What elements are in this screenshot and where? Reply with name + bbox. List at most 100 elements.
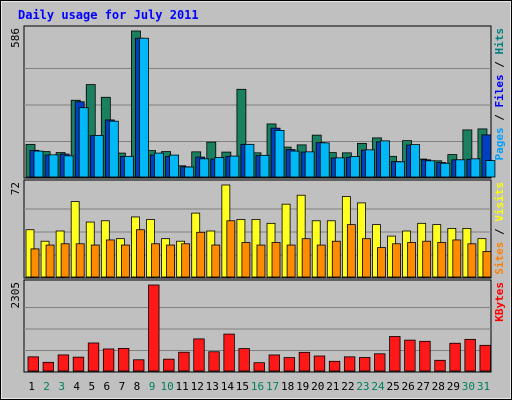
middle-bar-sites-29 [452,239,462,278]
x-day-label-26: 26 [402,380,415,393]
bottom-bar-kbytes-5 [87,342,100,372]
bottom-panel: 2305 KBytes [9,279,506,373]
top-bar-pages-30 [470,158,481,178]
x-day-label-4: 4 [73,380,80,393]
top-bar-pages-3 [63,155,74,178]
top-bar-pages-20 [319,142,330,178]
x-day-label-19: 19 [296,380,309,393]
top-legend-separator: / [493,55,506,75]
top-legend-pages: Pages [493,127,506,160]
top-bar-pages-26 [410,144,421,178]
x-day-label-5: 5 [88,380,95,393]
top-bar-pages-13 [214,157,225,178]
middle-bar-sites-16 [256,244,266,278]
bottom-bar-kbytes-24 [374,353,386,372]
middle-bar-visits-19 [296,194,306,278]
middle-bar-sites-24 [377,247,386,278]
bottom-bar-kbytes-31 [479,344,491,372]
bottom-bar-kbytes-1 [27,356,39,372]
middle-bar-sites-7 [120,244,130,278]
top-bar-pages-6 [108,120,119,178]
x-day-label-8: 8 [134,380,141,393]
bottom-bar-kbytes-30 [464,338,476,372]
top-bar-pages-10 [169,154,179,178]
bottom-bar-kbytes-12 [193,338,205,372]
x-day-label-15: 15 [236,380,249,393]
x-day-label-25: 25 [386,380,399,393]
middle-bar-sites-4 [75,243,85,278]
bottom-bar-kbytes-28 [434,359,446,372]
bottom-bar-kbytes-18 [283,357,296,372]
top-bar-pages-16 [259,154,270,178]
bottom-bar-kbytes-26 [404,339,416,372]
x-day-label-11: 11 [176,380,189,393]
middle-legend-sites: Sites [493,242,506,275]
middle-bar-sites-18 [286,244,296,278]
bottom-bar-kbytes-23 [359,357,371,372]
bottom-bar-kbytes-6 [102,348,115,372]
middle-bar-sites-23 [362,238,371,278]
top-bar-pages-11 [184,166,195,178]
middle-bar-sites-11 [181,243,191,278]
middle-bar-sites-10 [166,244,175,278]
bottom-bar-kbytes-7 [117,347,130,372]
middle-bar-sites-26 [407,242,417,278]
top-bar-pages-21 [334,157,345,178]
middle-bar-sites-28 [437,242,447,278]
middle-bar-sites-13 [211,244,221,278]
middle-bar-sites-2 [45,244,55,278]
top-bar-pages-4 [78,107,89,178]
top-bar-pages-27 [425,160,436,178]
bottom-bar-kbytes-3 [57,354,70,372]
middle-bar-sites-12 [196,231,206,278]
bottom-bar-kbytes-27 [419,340,431,372]
middle-bar-sites-1 [30,248,40,278]
x-day-label-2: 2 [43,380,50,393]
bottom-bar-kbytes-9 [148,284,160,372]
x-day-label-9: 9 [149,380,156,393]
middle-panel: 72 Sites / Visits [9,179,506,279]
x-day-label-17: 17 [266,380,279,393]
top-bar-pages-15 [244,143,255,178]
x-day-label-29: 29 [447,380,460,393]
top-bar-pages-31 [485,160,496,178]
top-bar-pages-22 [349,156,360,178]
middle-bar-sites-15 [241,242,251,278]
middle-legend-separator: / [493,222,506,242]
middle-bar-sites-27 [422,240,432,278]
top-bar-pages-12 [199,158,210,178]
top-legend-hits: Hits [493,28,506,55]
middle-bar-sites-25 [392,243,401,278]
middle-bar-sites-30 [467,243,477,278]
bottom-bar-kbytes-13 [208,351,220,372]
x-day-label-1: 1 [28,380,35,393]
top-bar-pages-17 [274,130,285,178]
x-day-label-6: 6 [104,380,111,393]
x-day-label-10: 10 [160,380,173,393]
middle-bar-visits-18 [281,203,291,278]
middle-bar-sites-21 [331,240,341,278]
top-bar-pages-18 [289,150,300,178]
x-day-label-7: 7 [119,380,126,393]
top-legend: Pages / Files / Hits [493,28,506,161]
x-day-label-18: 18 [281,380,294,393]
x-day-label-3: 3 [58,380,65,393]
x-day-label-14: 14 [221,380,235,393]
top-bar-pages-2 [48,154,59,178]
bottom-legend-kbytes: KBytes [493,282,506,322]
x-day-label-22: 22 [341,380,354,393]
top-bar-pages-9 [154,152,164,178]
x-day-label-28: 28 [432,380,445,393]
x-day-label-13: 13 [206,380,219,393]
top-bar-pages-8 [139,37,149,178]
bottom-max-label: 2305 [9,282,22,309]
top-bar-pages-19 [304,151,315,178]
chart-title: Daily usage for July 2011 [18,8,199,22]
top-bar-pages-7 [123,155,134,178]
top-bar-pages-1 [33,150,44,178]
bottom-bar-kbytes-29 [449,342,461,372]
x-axis-day-labels: 1 2 3 4 5 6 7 8 9 10 11 12 13 14 15 16 17 18 19 20 21 22 23 24 2… [28,380,490,393]
x-day-label-24: 24 [371,380,385,393]
